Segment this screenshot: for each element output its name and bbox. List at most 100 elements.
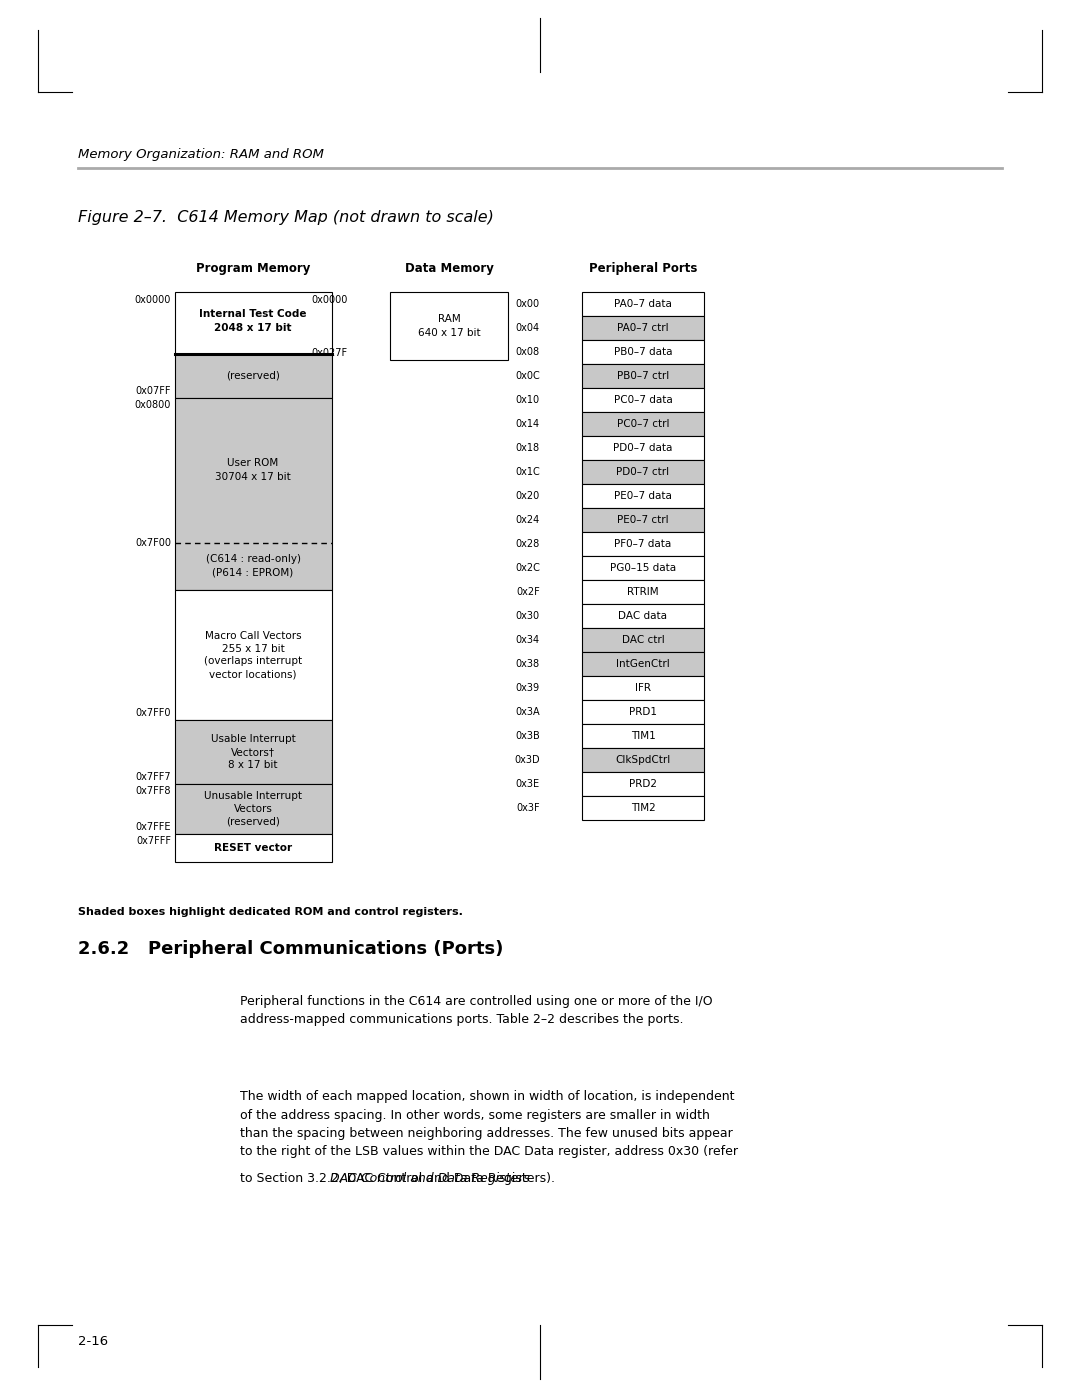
- Text: 0x24: 0x24: [516, 515, 540, 525]
- Text: TIM2: TIM2: [631, 803, 656, 813]
- Bar: [582, 700, 704, 724]
- Text: Usable Interrupt
Vectors†
8 x 17 bit: Usable Interrupt Vectors† 8 x 17 bit: [211, 735, 295, 770]
- Text: 0x3E: 0x3E: [516, 780, 540, 789]
- Text: PE0–7 data: PE0–7 data: [615, 490, 672, 502]
- Bar: [175, 292, 332, 353]
- Text: 0x0C: 0x0C: [515, 372, 540, 381]
- Bar: [582, 339, 704, 365]
- Bar: [582, 292, 704, 316]
- Bar: [582, 604, 704, 629]
- Text: to Section 3.2.2, DAC Control and Data Registers).: to Section 3.2.2, DAC Control and Data R…: [240, 1172, 555, 1185]
- Text: 0x39: 0x39: [516, 683, 540, 693]
- Text: DAC data: DAC data: [619, 610, 667, 622]
- Bar: [175, 834, 332, 862]
- Text: 0x0000: 0x0000: [135, 295, 171, 305]
- Text: 0x3D: 0x3D: [514, 754, 540, 766]
- Text: 0x14: 0x14: [516, 419, 540, 429]
- Text: 0x30: 0x30: [516, 610, 540, 622]
- Text: PRD2: PRD2: [629, 780, 657, 789]
- Bar: [582, 773, 704, 796]
- Bar: [175, 784, 332, 834]
- Text: 0x7FF8: 0x7FF8: [135, 787, 171, 796]
- Text: Unusable Interrupt
Vectors
(reserved): Unusable Interrupt Vectors (reserved): [204, 791, 302, 827]
- Bar: [582, 365, 704, 388]
- Bar: [582, 747, 704, 773]
- Text: The width of each mapped location, shown in width of location, is independent
of: The width of each mapped location, shown…: [240, 1090, 738, 1158]
- Text: IFR: IFR: [635, 683, 651, 693]
- Text: PB0–7 ctrl: PB0–7 ctrl: [617, 372, 670, 381]
- Bar: [582, 556, 704, 580]
- Text: 0x08: 0x08: [516, 346, 540, 358]
- Text: PG0–15 data: PG0–15 data: [610, 563, 676, 573]
- Text: Memory Organization: RAM and ROM: Memory Organization: RAM and ROM: [78, 148, 324, 161]
- Bar: [582, 676, 704, 700]
- Text: 0x00: 0x00: [516, 299, 540, 309]
- Bar: [582, 796, 704, 820]
- Bar: [582, 460, 704, 483]
- Text: 0x7FFF: 0x7FFF: [136, 835, 171, 847]
- Bar: [582, 388, 704, 412]
- Text: (reserved): (reserved): [226, 372, 280, 381]
- Text: 0x2C: 0x2C: [515, 563, 540, 573]
- Bar: [582, 483, 704, 509]
- Text: Shaded boxes highlight dedicated ROM and control registers.: Shaded boxes highlight dedicated ROM and…: [78, 907, 463, 916]
- Text: 2-16: 2-16: [78, 1336, 108, 1348]
- Text: 0x3F: 0x3F: [516, 803, 540, 813]
- Text: PE0–7 ctrl: PE0–7 ctrl: [617, 515, 669, 525]
- Text: 0x10: 0x10: [516, 395, 540, 405]
- Text: 0x3B: 0x3B: [515, 731, 540, 740]
- Bar: [582, 316, 704, 339]
- Text: RTRIM: RTRIM: [627, 587, 659, 597]
- Text: 0x34: 0x34: [516, 636, 540, 645]
- Bar: [390, 292, 508, 360]
- Bar: [582, 724, 704, 747]
- Text: 0x7FFE: 0x7FFE: [135, 821, 171, 833]
- Text: 0x3A: 0x3A: [515, 707, 540, 717]
- Text: ClkSpdCtrl: ClkSpdCtrl: [616, 754, 671, 766]
- Text: IntGenCtrl: IntGenCtrl: [616, 659, 670, 669]
- Text: DAC Control and Data Registers: DAC Control and Data Registers: [330, 1172, 530, 1185]
- Text: PD0–7 data: PD0–7 data: [613, 443, 673, 453]
- Text: 0x0000: 0x0000: [312, 295, 348, 305]
- Text: 0x027F: 0x027F: [312, 348, 348, 358]
- Text: 2.6.2   Peripheral Communications (Ports): 2.6.2 Peripheral Communications (Ports): [78, 940, 503, 958]
- Text: Internal Test Code
2048 x 17 bit: Internal Test Code 2048 x 17 bit: [199, 309, 307, 332]
- Text: 0x38: 0x38: [516, 659, 540, 669]
- Bar: [582, 436, 704, 460]
- Text: (C614 : read-only)
(P614 : EPROM): (C614 : read-only) (P614 : EPROM): [205, 555, 300, 577]
- Text: 0x7FF7: 0x7FF7: [135, 773, 171, 782]
- Bar: [175, 353, 332, 398]
- Text: PA0–7 ctrl: PA0–7 ctrl: [617, 323, 669, 332]
- Bar: [582, 580, 704, 604]
- Text: PD0–7 ctrl: PD0–7 ctrl: [617, 467, 670, 476]
- Text: Macro Call Vectors
255 x 17 bit
(overlaps interrupt
vector locations): Macro Call Vectors 255 x 17 bit (overlap…: [204, 631, 302, 679]
- Bar: [582, 652, 704, 676]
- Text: PC0–7 ctrl: PC0–7 ctrl: [617, 419, 670, 429]
- Text: User ROM
30704 x 17 bit: User ROM 30704 x 17 bit: [215, 458, 291, 482]
- Text: RESET vector: RESET vector: [214, 842, 292, 854]
- Text: Figure 2–7.  C614 Memory Map (not drawn to scale): Figure 2–7. C614 Memory Map (not drawn t…: [78, 210, 494, 225]
- Text: 0x1C: 0x1C: [515, 467, 540, 476]
- Bar: [175, 590, 332, 719]
- Text: PA0–7 data: PA0–7 data: [615, 299, 672, 309]
- Text: TIM1: TIM1: [631, 731, 656, 740]
- Text: 0x2F: 0x2F: [516, 587, 540, 597]
- Text: 0x04: 0x04: [516, 323, 540, 332]
- Bar: [175, 719, 332, 784]
- Text: Peripheral Ports: Peripheral Ports: [589, 263, 698, 275]
- Bar: [582, 412, 704, 436]
- Bar: [582, 532, 704, 556]
- Text: 0x07FF: 0x07FF: [135, 386, 171, 395]
- Text: PC0–7 data: PC0–7 data: [613, 395, 673, 405]
- Bar: [175, 398, 332, 590]
- Text: Peripheral functions in the C614 are controlled using one or more of the I/O
add: Peripheral functions in the C614 are con…: [240, 995, 713, 1027]
- Text: PF0–7 data: PF0–7 data: [615, 539, 672, 549]
- Text: 0x18: 0x18: [516, 443, 540, 453]
- Text: 0x7FF0: 0x7FF0: [135, 708, 171, 718]
- Bar: [582, 509, 704, 532]
- Text: RAM
640 x 17 bit: RAM 640 x 17 bit: [418, 314, 481, 338]
- Text: 0x7F00: 0x7F00: [135, 538, 171, 548]
- Text: 0x28: 0x28: [516, 539, 540, 549]
- Text: PRD1: PRD1: [629, 707, 657, 717]
- Text: 0x20: 0x20: [516, 490, 540, 502]
